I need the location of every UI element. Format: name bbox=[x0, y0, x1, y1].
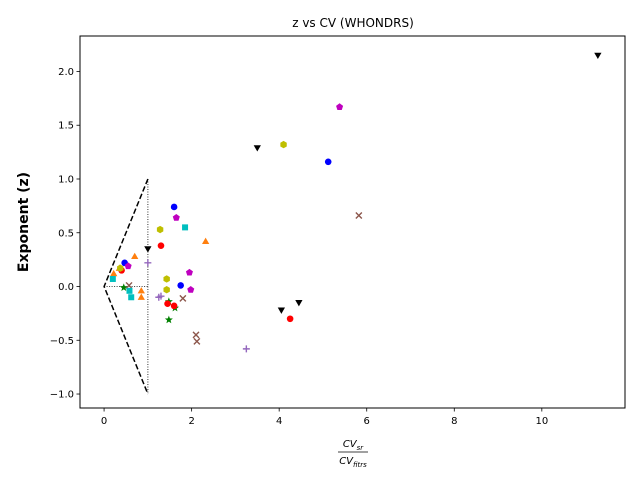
data-point bbox=[172, 214, 180, 221]
data-point bbox=[177, 282, 184, 289]
x-axis-label: CVsr CVfitrs bbox=[338, 439, 368, 469]
x-label-numerator-text: CV bbox=[343, 439, 358, 450]
data-point bbox=[193, 337, 201, 345]
x-label-numerator-sub: sr bbox=[357, 444, 365, 452]
x-label-denominator-sub: fitrs bbox=[353, 461, 367, 469]
data-point bbox=[163, 286, 170, 294]
x-label-denominator-text: CV bbox=[339, 456, 354, 467]
x-tick-label: 0 bbox=[101, 416, 107, 427]
data-point bbox=[355, 212, 363, 220]
data-point bbox=[164, 300, 171, 308]
data-point bbox=[277, 307, 285, 314]
data-point bbox=[131, 252, 139, 259]
data-point bbox=[170, 203, 178, 211]
data-point bbox=[192, 331, 200, 339]
data-point bbox=[144, 246, 152, 253]
y-axis-label: Exponent (z) bbox=[16, 172, 32, 272]
data-point bbox=[125, 281, 133, 289]
data-point bbox=[137, 287, 145, 294]
y-tick-label: 1.0 bbox=[58, 174, 74, 185]
x-tick-label: 10 bbox=[535, 416, 548, 427]
x-tick-label: 8 bbox=[451, 416, 457, 427]
x-axis-label-numerator: CVsr bbox=[343, 439, 364, 452]
data-point bbox=[185, 268, 193, 276]
data-point bbox=[124, 262, 132, 270]
data-point bbox=[242, 345, 250, 353]
data-point bbox=[187, 286, 195, 293]
y-tick-label: 0.5 bbox=[58, 228, 74, 239]
data-point bbox=[286, 315, 294, 323]
data-point bbox=[156, 225, 164, 234]
data-point bbox=[170, 302, 178, 310]
data-point bbox=[164, 315, 173, 324]
y-tick-label: 0.0 bbox=[58, 282, 74, 293]
data-point bbox=[253, 145, 261, 152]
data-point bbox=[144, 259, 152, 267]
data-point bbox=[202, 237, 210, 244]
y-tick-label: 2.0 bbox=[58, 67, 74, 78]
x-tick-label: 2 bbox=[188, 416, 194, 427]
data-point bbox=[280, 140, 287, 149]
data-point bbox=[110, 269, 118, 277]
x-axis-ticks: 0 2 4 6 8 10 bbox=[101, 408, 548, 427]
data-markers bbox=[109, 52, 602, 353]
data-point bbox=[179, 294, 187, 302]
data-point bbox=[324, 158, 332, 166]
data-point bbox=[336, 103, 344, 110]
data-point bbox=[119, 283, 128, 291]
data-point bbox=[295, 300, 303, 307]
plot-frame bbox=[79, 35, 626, 409]
reference-lines bbox=[103, 178, 149, 395]
data-point bbox=[182, 224, 189, 231]
data-point bbox=[157, 292, 165, 300]
y-tick-label: −1.0 bbox=[50, 390, 74, 401]
data-point bbox=[163, 275, 170, 283]
y-tick-label: 1.5 bbox=[58, 121, 74, 132]
y-tick-label: −0.5 bbox=[50, 336, 74, 347]
y-axis-ticks: −1.0 −0.5 0.0 0.5 1.0 1.5 2.0 bbox=[50, 67, 80, 401]
data-point bbox=[157, 242, 165, 249]
chart-title: z vs CV (WHONDRS) bbox=[292, 16, 414, 30]
data-point bbox=[126, 287, 133, 294]
x-tick-label: 4 bbox=[276, 416, 282, 427]
data-point bbox=[137, 293, 145, 300]
data-point bbox=[117, 264, 124, 272]
data-point bbox=[594, 52, 602, 60]
data-point bbox=[128, 294, 135, 301]
data-point bbox=[109, 275, 116, 282]
x-axis-label-denominator: CVfitrs bbox=[339, 456, 367, 469]
x-tick-label: 6 bbox=[364, 416, 370, 427]
